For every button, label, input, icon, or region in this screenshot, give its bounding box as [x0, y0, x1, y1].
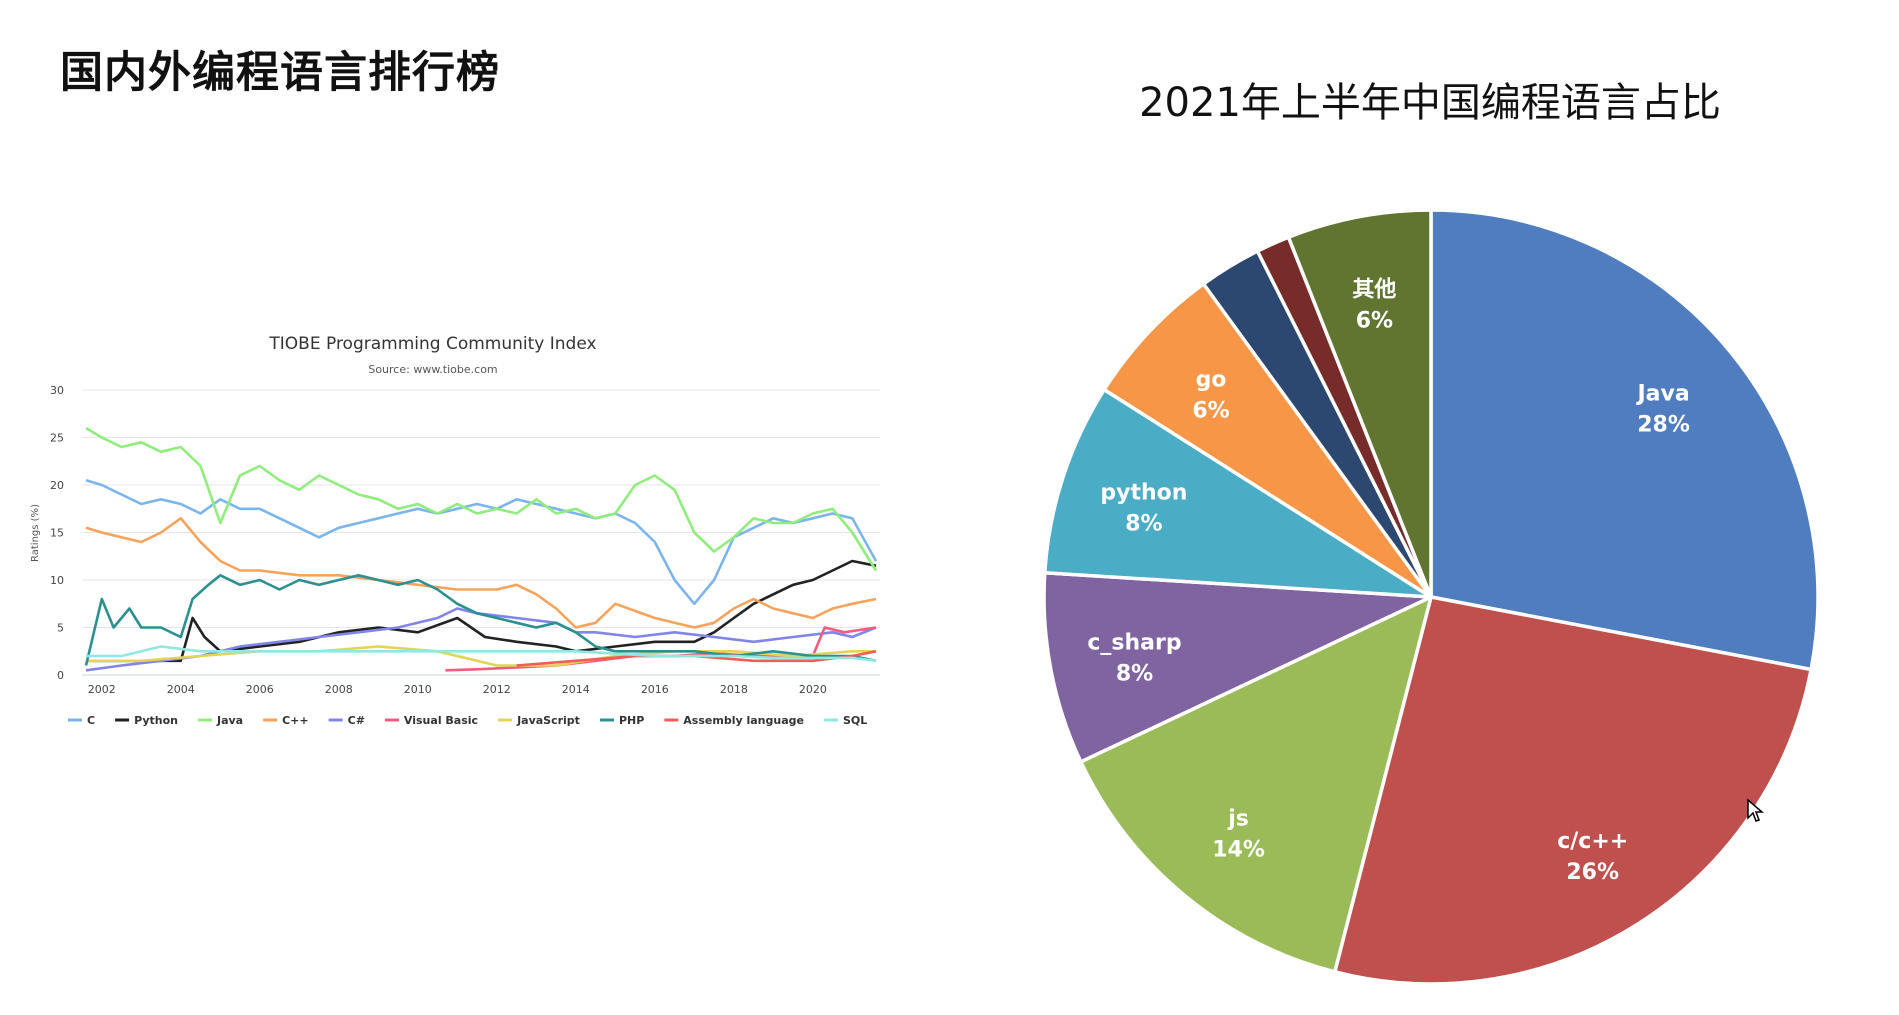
series-line-sql — [86, 645, 877, 663]
pie-label-name: c_sharp — [1087, 631, 1181, 656]
legend-item[interactable]: Python — [115, 714, 178, 727]
y-axis-label: Ratings (%) — [30, 504, 41, 562]
x-tick-label: 2020 — [799, 683, 827, 696]
pie-label-name: js — [1227, 807, 1249, 832]
x-tick-label: 2014 — [562, 683, 590, 696]
pie-label-name: python — [1100, 481, 1187, 506]
pie-label-value: 8% — [1116, 662, 1153, 687]
legend-item[interactable]: Assembly language — [664, 714, 804, 727]
legend-label: PHP — [619, 714, 644, 727]
x-tick-label: 2004 — [167, 683, 195, 696]
pie-label-value: 6% — [1192, 398, 1229, 423]
legend-label: SQL — [843, 714, 867, 727]
x-tick-label: 2002 — [88, 683, 116, 696]
legend-label: Assembly language — [683, 714, 804, 727]
slide-title: 国内外编程语言排行榜 — [60, 48, 500, 98]
legend-item[interactable]: PHP — [599, 714, 644, 727]
mouse-cursor-icon — [1747, 798, 1764, 822]
y-tick-label: 15 — [50, 527, 64, 540]
legend-label: Visual Basic — [404, 714, 478, 727]
series-lines — [84, 426, 878, 672]
x-tick-label: 2016 — [641, 683, 669, 696]
x-tick-label: 2008 — [325, 683, 353, 696]
pie-slices — [1042, 208, 1820, 986]
series-line-java — [85, 426, 878, 572]
legend: C Python Java C++ C# Visual Basic JavaScript PH… — [68, 714, 867, 727]
legend-label: C# — [348, 714, 365, 727]
y-tick-label: 25 — [50, 432, 64, 445]
legend-item[interactable]: JavaScript — [498, 714, 580, 727]
series-line-visual-basic — [445, 626, 877, 672]
pie-label-name: c/c++ — [1557, 829, 1628, 854]
line-chart-title: TIOBE Programming Community Index — [268, 334, 596, 354]
legend-label: Java — [216, 714, 243, 727]
x-tick-label: 2012 — [483, 683, 511, 696]
legend-item[interactable]: Java — [198, 714, 243, 727]
pie-label-value: 8% — [1125, 512, 1162, 537]
pie-label-name: 其他 — [1352, 278, 1396, 303]
legend-label: JavaScript — [516, 714, 580, 727]
pie-slice-c-c-[interactable] — [1333, 595, 1813, 986]
y-tick-labels: 0 5 10 15 20 25 30 — [50, 384, 64, 682]
pie-label-value: 14% — [1212, 838, 1265, 863]
pie-slice-go[interactable] — [1102, 282, 1433, 599]
pie-labels: Java 28% c/c++ 26% js 14% c_sharp 8% python 8% go 6… — [1087, 278, 1690, 885]
series-line-c- — [85, 517, 877, 629]
y-tick-label: 0 — [57, 669, 64, 682]
series-line-php — [84, 574, 877, 666]
legend-item[interactable]: C# — [328, 714, 365, 727]
line-chart-subtitle: Source: www.tiobe.com — [368, 363, 497, 376]
legend-item[interactable]: Visual Basic — [384, 714, 478, 727]
legend-item[interactable]: C++ — [263, 714, 309, 727]
legend-label: C — [87, 714, 95, 727]
pie-label-name: Java — [1635, 382, 1689, 407]
pie-label-value: 28% — [1637, 413, 1690, 438]
y-tick-label: 20 — [50, 479, 64, 492]
pie-slice-python[interactable] — [1043, 387, 1433, 599]
x-tick-label: 2006 — [246, 683, 274, 696]
pie-slice-js[interactable] — [1079, 595, 1433, 974]
tiobe-line-chart: TIOBE Programming Community Index Source… — [30, 334, 880, 727]
pie-label-value: 26% — [1566, 860, 1619, 885]
pie-label-value: 6% — [1356, 309, 1393, 334]
legend-item[interactable]: SQL — [823, 714, 867, 727]
legend-label: C++ — [282, 714, 309, 727]
x-tick-labels: 2002 2004 2006 2008 2010 2012 2014 2016 2018 2020 — [88, 683, 827, 696]
x-tick-label: 2010 — [404, 683, 432, 696]
y-tick-label: 5 — [57, 622, 64, 635]
legend-label: Python — [134, 714, 178, 727]
series-line-python — [86, 559, 877, 663]
pie-slice-c-sharp[interactable] — [1042, 570, 1433, 764]
x-tick-label: 2018 — [720, 683, 748, 696]
pie-chart-title: 2021年上半年中国编程语言占比 — [1139, 80, 1721, 126]
pie-slice-其他[interactable] — [1286, 208, 1433, 599]
y-tick-label: 10 — [50, 574, 64, 587]
series-line-c- — [85, 607, 877, 672]
legend-item[interactable]: C — [68, 714, 95, 727]
pie-label-name: go — [1196, 367, 1227, 392]
grid-lines — [82, 389, 880, 676]
series-line-javascript — [86, 645, 876, 667]
pie-slice-Java[interactable] — [1429, 208, 1820, 672]
y-tick-label: 30 — [50, 384, 64, 397]
